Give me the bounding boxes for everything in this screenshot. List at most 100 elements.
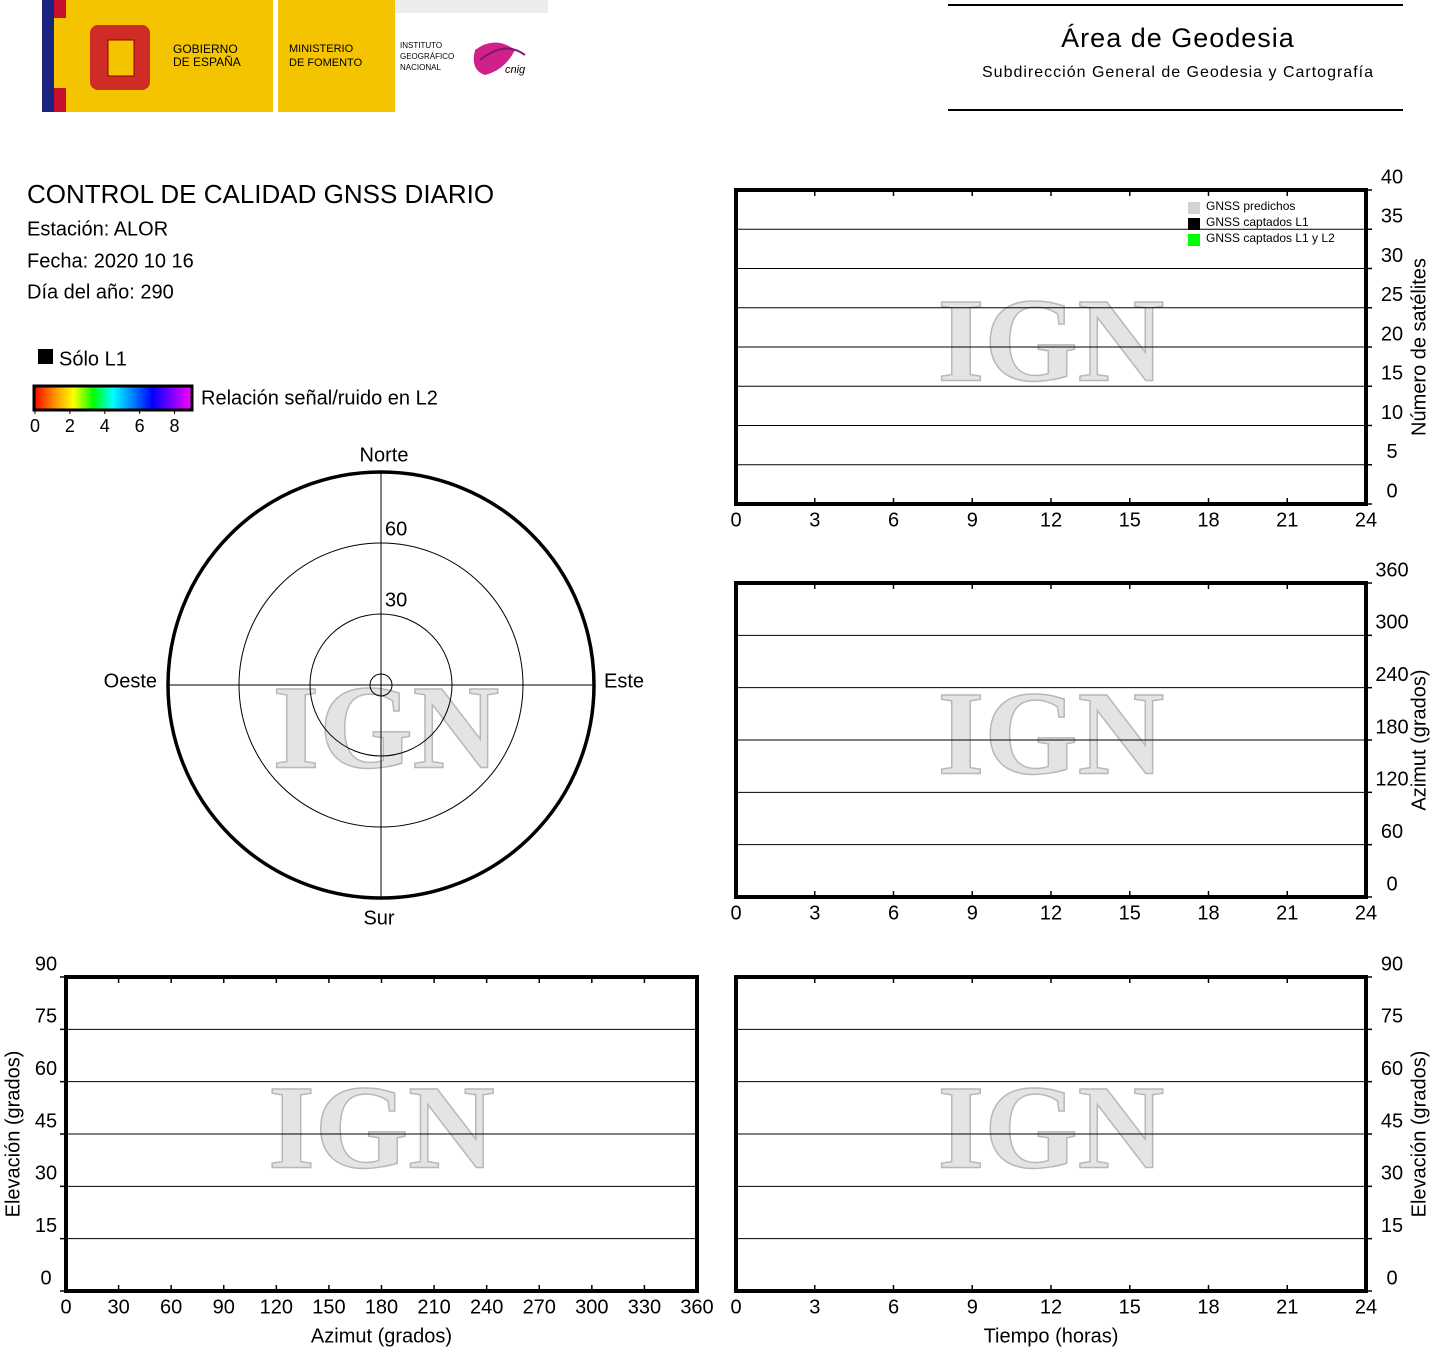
x-tick-label: 360 xyxy=(680,1296,713,1318)
legend-swatch xyxy=(1188,234,1200,246)
logo-text: DE ESPAÑA xyxy=(173,55,241,69)
y-tick-label: 180 xyxy=(1375,716,1408,738)
x-tick-label: 21 xyxy=(1276,1296,1298,1318)
watermark: IGN xyxy=(273,661,500,794)
x-tick-label: 90 xyxy=(213,1296,235,1318)
y-tick-label: 240 xyxy=(1375,664,1408,686)
colorbar-tick-label: 8 xyxy=(170,416,180,436)
x-tick-label: 12 xyxy=(1040,509,1062,531)
colorbar xyxy=(32,384,194,412)
y-tick-label: 75 xyxy=(35,1006,57,1028)
polar-grid-circle xyxy=(238,542,524,828)
x-tick-label: 3 xyxy=(809,509,820,531)
logo-text: GEOGRÁFICO xyxy=(400,52,454,61)
x-tick-label: 30 xyxy=(107,1296,129,1318)
watermark: IGN xyxy=(268,1061,495,1194)
report-date: Fecha: 2020 10 16 xyxy=(27,250,194,272)
x-tick-label: 15 xyxy=(1119,509,1141,531)
x-tick-label: 330 xyxy=(628,1296,661,1318)
legend-swatch xyxy=(38,349,53,364)
x-tick-label: 24 xyxy=(1355,1296,1377,1318)
y-tick-label: 30 xyxy=(35,1163,57,1185)
x-tick-label: 3 xyxy=(809,902,820,924)
y-tick-label: 15 xyxy=(35,1215,57,1237)
colorbar-tick-label: 6 xyxy=(135,416,145,436)
x-tick-label: 21 xyxy=(1276,902,1298,924)
y-tick-label: 5 xyxy=(1386,441,1397,463)
x-tick-label: 210 xyxy=(417,1296,450,1318)
x-tick-label: 0 xyxy=(730,1296,741,1318)
x-tick-label: 12 xyxy=(1040,1296,1062,1318)
direction-label: Sur xyxy=(363,907,394,929)
y-tick-label: 15 xyxy=(1381,1215,1403,1237)
watermark: IGN xyxy=(938,274,1165,407)
y-tick-label: 360 xyxy=(1375,559,1408,581)
x-tick-label: 6 xyxy=(888,509,899,531)
x-tick-label: 6 xyxy=(888,1296,899,1318)
y-tick-label: 10 xyxy=(1381,402,1403,424)
x-tick-label: 3 xyxy=(809,1296,820,1318)
logo-text: INSTITUTO xyxy=(400,41,442,50)
colorbar-tick-label: 4 xyxy=(100,416,110,436)
x-tick-label: 9 xyxy=(967,509,978,531)
logo xyxy=(42,0,548,112)
watermark: IGN xyxy=(938,1061,1165,1194)
x-tick-label: 9 xyxy=(967,902,978,924)
watermark: IGN xyxy=(938,667,1165,800)
y-axis-label: Número de satélites xyxy=(1408,258,1430,436)
x-axis-label: Tiempo (horas) xyxy=(984,1325,1119,1347)
x-tick-label: 60 xyxy=(160,1296,182,1318)
y-tick-label: 60 xyxy=(35,1058,57,1080)
area-title: Área de Geodesia xyxy=(1061,23,1295,53)
x-tick-label: 12 xyxy=(1040,902,1062,924)
plot-frame xyxy=(64,975,699,1293)
colorbar-tick-label: 0 xyxy=(30,416,40,436)
plot-frame xyxy=(734,188,1368,506)
x-tick-label: 15 xyxy=(1119,1296,1141,1318)
y-tick-label: 0 xyxy=(40,1267,51,1289)
y-tick-label: 90 xyxy=(1381,953,1403,975)
plot-frame xyxy=(734,975,1368,1293)
y-tick-label: 35 xyxy=(1381,206,1403,228)
x-tick-label: 270 xyxy=(523,1296,556,1318)
y-axis-label: Elevación (grados) xyxy=(2,1051,24,1218)
colorbar-label: Relación señal/ruido en L2 xyxy=(201,387,438,409)
y-tick-label: 15 xyxy=(1381,363,1403,385)
legend-label: GNSS predichos xyxy=(1206,199,1295,213)
y-tick-label: 25 xyxy=(1381,284,1403,306)
x-tick-label: 150 xyxy=(312,1296,345,1318)
x-tick-label: 18 xyxy=(1197,1296,1219,1318)
y-tick-label: 60 xyxy=(1381,821,1403,843)
y-tick-label: 45 xyxy=(35,1110,57,1132)
y-tick-label: 20 xyxy=(1381,323,1403,345)
x-tick-label: 6 xyxy=(888,902,899,924)
x-tick-label: 24 xyxy=(1355,509,1377,531)
x-tick-label: 180 xyxy=(365,1296,398,1318)
y-tick-label: 60 xyxy=(1381,1058,1403,1080)
y-tick-label: 120 xyxy=(1375,769,1408,791)
logo-text: GOBIERNO xyxy=(173,42,238,56)
y-tick-label: 300 xyxy=(1375,612,1408,634)
polar-grid-circle xyxy=(309,613,453,757)
y-tick-label: 90 xyxy=(35,953,57,975)
report-day: Día del año: 290 xyxy=(27,281,174,303)
legend-swatch xyxy=(1188,202,1200,214)
x-tick-label: 240 xyxy=(470,1296,503,1318)
legend-label: Sólo L1 xyxy=(59,348,127,370)
x-tick-label: 18 xyxy=(1197,902,1219,924)
y-axis-label: Azimut (grados) xyxy=(1408,669,1430,810)
polar-tick-label: 60 xyxy=(385,518,407,540)
y-tick-label: 40 xyxy=(1381,166,1403,188)
y-tick-label: 75 xyxy=(1381,1006,1403,1028)
x-tick-label: 21 xyxy=(1276,509,1298,531)
y-tick-label: 0 xyxy=(1386,480,1397,502)
logo-text: DE FOMENTO xyxy=(289,57,363,69)
direction-label: Este xyxy=(604,670,644,692)
area-subtitle: Subdirección General de Geodesia y Carto… xyxy=(982,64,1374,81)
polar-tick-label: 30 xyxy=(385,589,407,611)
x-tick-label: 9 xyxy=(967,1296,978,1318)
direction-label: Oeste xyxy=(104,670,157,692)
y-tick-label: 0 xyxy=(1386,1267,1397,1289)
x-tick-label: 0 xyxy=(730,902,741,924)
